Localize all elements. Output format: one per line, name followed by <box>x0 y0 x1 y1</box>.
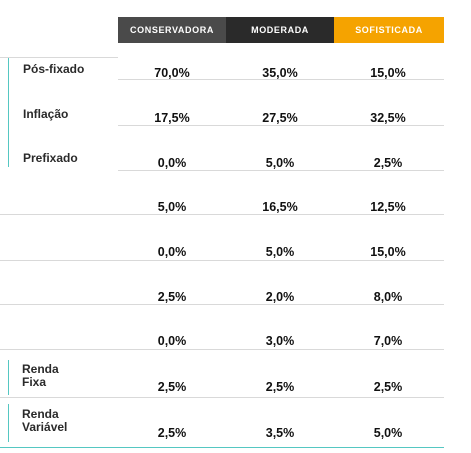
cell-value: 7,0% <box>373 334 403 348</box>
column-header-sofisticada: SOFISTICADA <box>334 17 444 43</box>
cell-value: 5,0% <box>157 200 187 214</box>
cell-value: 2,5% <box>157 380 187 394</box>
cell-value: 3,0% <box>265 334 295 348</box>
row-label-line: Variável <box>22 420 68 434</box>
table-bottom-line <box>0 447 444 448</box>
row-divider <box>118 170 444 171</box>
cell-value: 0,0% <box>157 156 187 170</box>
row-divider <box>0 57 118 58</box>
column-header-moderada: MODERADA <box>226 17 334 43</box>
cell-value: 35,0% <box>262 66 298 80</box>
cell-value: 16,5% <box>262 200 298 214</box>
cell-value: 2,0% <box>265 290 295 304</box>
cell-value: 17,5% <box>154 111 190 125</box>
cell-value: 8,0% <box>373 290 403 304</box>
row-label-line: Renda <box>22 362 59 376</box>
cell-value: 2,5% <box>157 426 187 440</box>
cell-value: 32,5% <box>370 111 406 125</box>
row-divider <box>0 349 444 350</box>
cell-value: 5,0% <box>265 245 295 259</box>
row-divider <box>0 214 444 215</box>
row-label-renda-variavel: Renda Variável <box>22 408 67 434</box>
row-divider <box>118 125 444 126</box>
group-bracket-line <box>8 360 9 395</box>
cell-value: 3,5% <box>265 426 295 440</box>
cell-value: 15,0% <box>370 245 406 259</box>
cell-value: 2,5% <box>373 156 403 170</box>
cell-value: 27,5% <box>262 111 298 125</box>
row-label-pos-fixado: Pós-fixado <box>23 62 85 76</box>
row-divider <box>0 260 444 261</box>
row-label-line: Renda <box>22 407 59 421</box>
row-label-renda-fixa: Renda Fixa <box>22 363 59 389</box>
cell-value: 5,0% <box>373 426 403 440</box>
cell-value: 2,5% <box>265 380 295 394</box>
row-divider <box>0 397 444 398</box>
cell-value: 0,0% <box>157 245 187 259</box>
cell-value: 12,5% <box>370 200 406 214</box>
column-header-conservadora: CONSERVADORA <box>118 17 226 43</box>
row-label-prefixado: Prefixado <box>23 151 78 165</box>
row-label-line: Fixa <box>22 375 47 389</box>
cell-value: 2,5% <box>157 290 187 304</box>
row-divider <box>118 79 444 80</box>
cell-value: 0,0% <box>157 334 187 348</box>
cell-value: 70,0% <box>154 66 190 80</box>
cell-value: 5,0% <box>265 156 295 170</box>
row-divider <box>0 304 444 305</box>
group-bracket-line <box>8 404 9 442</box>
group-bracket-line <box>8 57 9 167</box>
cell-value: 2,5% <box>373 380 403 394</box>
row-label-inflacao: Inflação <box>23 107 69 121</box>
cell-value: 15,0% <box>370 66 406 80</box>
